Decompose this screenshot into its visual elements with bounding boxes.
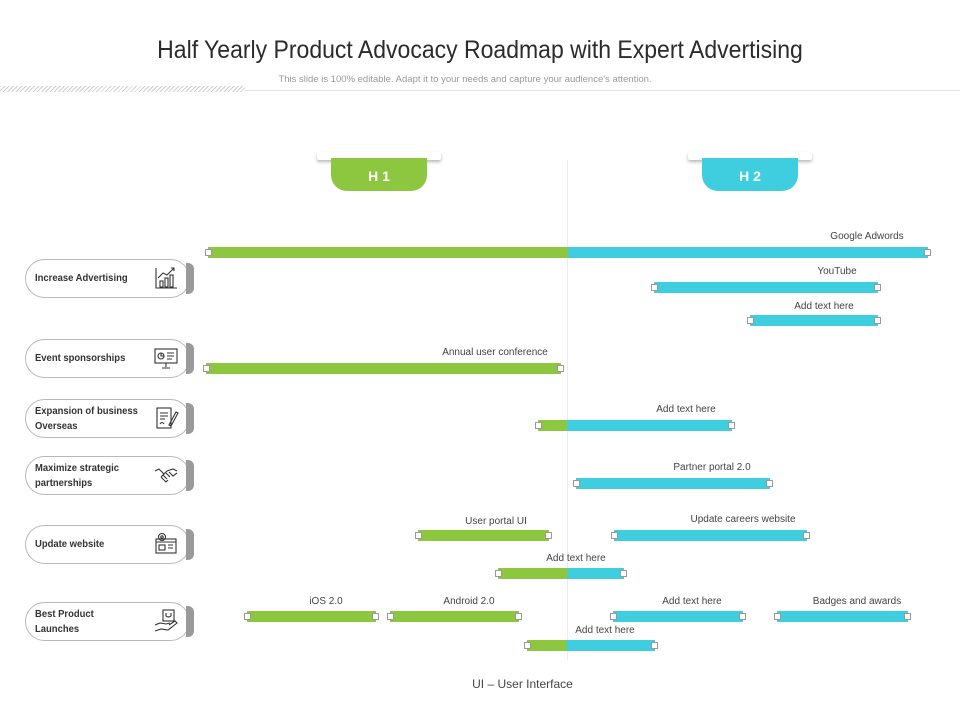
bar-end-handle — [766, 480, 773, 487]
bar-start-handle — [415, 532, 422, 539]
category-label: Expansion of business Overseas — [35, 405, 138, 432]
task-label: Add text here — [662, 596, 722, 607]
bar-start-handle — [203, 365, 210, 372]
bar-start-handle — [524, 642, 531, 649]
bar-start-handle — [573, 480, 580, 487]
task-bar-add-text — [495, 568, 627, 579]
task-bar-android — [387, 611, 522, 622]
bar-end-handle — [803, 532, 810, 539]
web-settings-icon — [155, 532, 177, 554]
task-bar-add-text — [535, 420, 735, 431]
slide-subtitle: This slide is 100% editable. Adapt it to… — [278, 74, 652, 85]
bar-start-handle — [747, 317, 754, 324]
bar-end-handle — [515, 613, 522, 620]
handshake-icon — [154, 468, 178, 483]
bar-start-handle — [495, 570, 502, 577]
bar-start-handle — [387, 613, 394, 620]
growth-chart-icon — [155, 267, 177, 289]
bar-end-handle — [557, 365, 564, 372]
hatch-decoration — [0, 86, 245, 92]
category-pill — [25, 259, 194, 298]
bar-start-handle — [651, 284, 658, 291]
task-bar-update-careers-website — [611, 530, 810, 541]
bar-end-handle — [545, 532, 552, 539]
header-rule — [245, 90, 960, 91]
bar-start-handle — [611, 532, 618, 539]
task-bar-annual-user-conference — [203, 363, 564, 374]
category-label: Update website — [35, 538, 105, 551]
bar-end-handle — [874, 284, 881, 291]
bar-start-handle — [774, 613, 781, 620]
bar-start-handle — [205, 249, 212, 256]
task-bar-partner-portal — [573, 478, 773, 489]
task-label: Add text here — [656, 404, 716, 415]
category-increase-advertising: Increase Advertising — [25, 259, 194, 298]
bar-end-handle — [728, 422, 735, 429]
bar-end-handle — [874, 317, 881, 324]
task-bar-add-text — [524, 640, 658, 651]
task-bar-youtube — [651, 282, 881, 293]
h1-tab-cap — [317, 152, 441, 160]
task-label: YouTube — [817, 266, 857, 277]
task-label: User portal UI — [465, 516, 527, 527]
contract-sign-icon — [156, 407, 179, 429]
category-label: Increase Advertising — [35, 272, 128, 285]
task-label: Android 2.0 — [443, 596, 495, 607]
category-expansion-overseas: Expansion of business Overseas — [25, 399, 194, 438]
task-label: Update careers website — [690, 514, 796, 525]
category-event-sponsorships: Event sponsorships — [25, 339, 194, 378]
task-label: Add text here — [794, 301, 854, 312]
bar-end-handle — [372, 613, 379, 620]
presentation-board-icon — [154, 348, 178, 369]
category-maximize-partnerships: Maximize strategic partnerships — [25, 456, 194, 495]
task-bar-add-text — [610, 611, 746, 622]
task-label: Annual user conference — [442, 347, 548, 358]
half-divider-line — [567, 160, 568, 660]
h2-tab-cap — [688, 152, 812, 160]
task-label: Add text here — [546, 553, 606, 564]
task-bar-user-portal-ui — [415, 530, 552, 541]
bar-start-handle — [244, 613, 251, 620]
category-update-website: Update website — [25, 525, 194, 564]
task-bar-ios — [244, 611, 379, 622]
bar-end-handle — [651, 642, 658, 649]
task-bar-add-text — [747, 315, 881, 326]
category-label: Maximize strategic partnerships — [35, 462, 120, 489]
task-label: Google Adwords — [830, 231, 904, 242]
bar-start-handle — [535, 422, 542, 429]
footnote: UI – User Interface — [472, 677, 573, 691]
period-tab-h1: H 1 — [331, 158, 427, 191]
category-pill — [25, 525, 194, 564]
period-tab-h2: H 2 — [702, 158, 798, 191]
task-label: Partner portal 2.0 — [673, 462, 751, 473]
category-label: Best Product Launches — [35, 608, 94, 635]
product-hand-icon — [154, 609, 178, 632]
bar-start-handle — [610, 613, 617, 620]
task-label: Add text here — [575, 625, 635, 636]
bar-end-handle — [620, 570, 627, 577]
category-best-product-launches: Best Product Launches — [25, 602, 194, 641]
task-label: iOS 2.0 — [309, 596, 343, 607]
slide-title: Half Yearly Product Advocacy Roadmap wit… — [157, 36, 803, 64]
task-bar-google-adwords — [205, 247, 931, 258]
bar-end-handle — [924, 249, 931, 256]
category-label: Event sponsorships — [35, 352, 126, 365]
bar-end-handle — [739, 613, 746, 620]
bar-end-handle — [904, 613, 911, 620]
task-label: Badges and awards — [812, 596, 902, 607]
task-bar-badges-and-awards — [774, 611, 911, 622]
